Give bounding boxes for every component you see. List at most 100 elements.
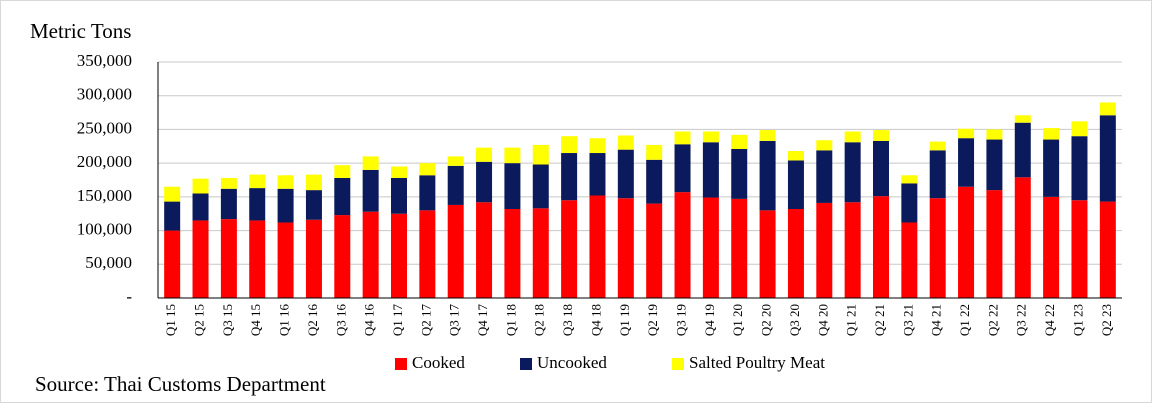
bar-segment (816, 202, 833, 298)
bar-segment (504, 147, 521, 164)
y-axis-label: Metric Tons (30, 19, 131, 43)
bar-segment (305, 174, 322, 191)
x-tick-label: Q3 21 (900, 304, 915, 336)
bar-segment (958, 186, 975, 298)
bar-segment (391, 213, 407, 298)
x-tick-label: Q3 22 (1014, 304, 1029, 336)
bar-segment (589, 138, 606, 154)
bar-segment (476, 161, 493, 203)
bar-segment (362, 156, 379, 170)
x-tick-label: Q3 15 (220, 304, 235, 336)
bar-segment (561, 200, 578, 298)
x-tick-label: Q2 20 (759, 304, 774, 336)
x-tick-label: Q4 21 (929, 304, 944, 336)
x-tick-label: Q1 23 (1070, 304, 1085, 336)
legend-label: Salted Poultry Meat (689, 353, 825, 372)
bar-segment (220, 188, 237, 220)
bar-segment (504, 208, 521, 298)
bar-segment (249, 174, 266, 189)
bar-segment (1014, 115, 1031, 123)
bar-segment (844, 131, 861, 143)
legend-swatch (520, 358, 532, 370)
bar-segment (476, 147, 493, 162)
y-tick-label: 250,000 (77, 118, 132, 137)
bar-segment (986, 190, 1003, 298)
x-tick-label: Q2 23 (1099, 304, 1114, 336)
bar-segment (192, 220, 209, 298)
x-tick-label: Q4 16 (362, 304, 377, 337)
bar-segment (532, 164, 549, 209)
bar-segment (1043, 139, 1060, 197)
bar-segment (1071, 200, 1088, 298)
bar-segment (334, 165, 351, 178)
bar-segment (731, 198, 748, 298)
bar-segment (249, 220, 266, 298)
x-tick-label: Q2 16 (305, 304, 320, 337)
bar-segment (702, 197, 719, 298)
bar-segment (674, 131, 691, 145)
bar-segment (816, 140, 833, 151)
source: Source: Thai Customs Department (35, 372, 326, 396)
bar-segment (447, 165, 464, 205)
x-tick-label: Q3 17 (447, 304, 462, 337)
bar-segment (929, 141, 946, 151)
bar-segment (277, 188, 294, 223)
bar-segment (362, 211, 379, 298)
bar-segment (958, 128, 975, 139)
bar-segment (561, 136, 578, 154)
bar-segment (958, 138, 975, 187)
legend-swatch (395, 358, 407, 370)
bar-segment (646, 159, 663, 204)
y-tick-label: 100,000 (77, 219, 132, 238)
x-tick-label: Q2 22 (985, 304, 1000, 336)
bar-segment (844, 142, 861, 203)
bar-segment (646, 144, 663, 160)
bar-segment (787, 151, 804, 161)
bar-segment (731, 134, 748, 149)
x-tick-label: Q4 20 (815, 304, 830, 336)
x-tick-label: Q1 22 (957, 304, 972, 336)
x-tick-label: Q2 17 (418, 304, 433, 337)
bar-segment (674, 192, 691, 298)
x-tick-label: Q3 18 (560, 304, 575, 336)
bar-segment (617, 198, 634, 298)
bar-segment (844, 202, 861, 298)
legend-label: Uncooked (537, 353, 607, 372)
bar-segment (305, 190, 322, 220)
y-tick-label: 200,000 (77, 152, 132, 171)
bar-segment (986, 139, 1003, 191)
x-tick-label: Q1 19 (617, 304, 632, 336)
bar-segment (305, 219, 322, 298)
y-tick-label: 150,000 (77, 186, 132, 205)
x-tick-label: Q1 16 (277, 304, 292, 337)
bar-segment (164, 186, 181, 202)
bar-segment (702, 131, 719, 143)
bar-segment (674, 144, 691, 193)
bar-segment (787, 160, 804, 209)
bar-segment (929, 198, 946, 298)
y-tick-label: 350,000 (77, 51, 132, 70)
bar-segment (617, 135, 634, 150)
bar-segment (277, 222, 294, 298)
bar-segment (419, 163, 436, 176)
x-tick-label: Q4 18 (588, 304, 603, 336)
bar-segment (192, 178, 209, 194)
bar-segment (249, 188, 266, 221)
x-tick-label: Q1 18 (503, 304, 518, 336)
bar-segment (334, 215, 351, 298)
x-tick-label: Q1 17 (390, 304, 405, 337)
y-tick-label: - (126, 287, 132, 306)
x-tick-label: Q4 17 (475, 304, 490, 337)
x-tick-label: Q3 20 (787, 304, 802, 336)
bar-segment (1099, 201, 1116, 298)
bar-segment (901, 222, 918, 298)
x-tick-label: Q2 18 (532, 304, 547, 336)
bar-segment (362, 169, 379, 212)
bar-segment (476, 202, 493, 298)
bar-segment (873, 140, 889, 197)
bar-segment (192, 193, 209, 221)
bar-segment (702, 142, 719, 198)
x-tick-label: Q4 15 (248, 304, 263, 336)
